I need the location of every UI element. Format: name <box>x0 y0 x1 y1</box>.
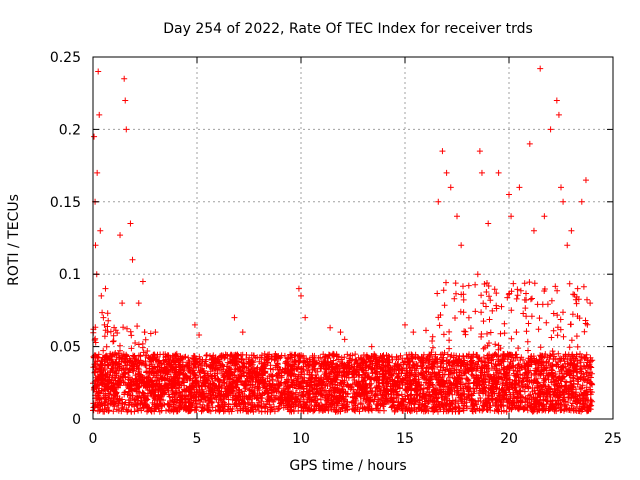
chart-title: Day 254 of 2022, Rate Of TEC Index for r… <box>163 21 533 37</box>
y-tick-label: 0 <box>72 412 81 428</box>
data-point <box>196 332 203 339</box>
data-point <box>129 256 136 263</box>
data-point <box>530 227 537 234</box>
grid-lines <box>93 57 613 419</box>
y-tick-label: 0.1 <box>59 267 81 283</box>
x-tick-label: 15 <box>396 431 414 447</box>
data-point <box>495 169 502 176</box>
data-point <box>526 140 533 147</box>
data-point <box>474 271 481 278</box>
x-axis: 0 5 10 15 20 25 <box>89 57 622 447</box>
data-point <box>508 213 515 220</box>
data-point <box>97 227 104 234</box>
data-point <box>553 97 560 104</box>
x-tick-label: 10 <box>292 431 310 447</box>
data-point <box>327 324 334 331</box>
data-point <box>298 292 304 299</box>
x-tick-label: 25 <box>604 431 622 447</box>
y-tick-label: 0.15 <box>50 195 81 211</box>
dense-point-band <box>90 279 596 415</box>
data-point <box>410 329 417 336</box>
data-point <box>574 285 581 292</box>
data-point <box>337 329 344 336</box>
data-point <box>541 213 548 220</box>
data-point <box>558 184 564 191</box>
y-axis-label: ROTI / TECUs <box>6 194 22 286</box>
data-point <box>402 321 408 328</box>
data-point <box>102 285 109 292</box>
data-point <box>98 292 105 299</box>
data-point <box>447 184 454 191</box>
data-point <box>555 111 562 118</box>
data-point <box>95 68 102 75</box>
data-point <box>104 329 111 336</box>
data-point <box>454 213 460 220</box>
data-point <box>295 285 302 292</box>
x-tick-label: 5 <box>193 431 202 447</box>
plot-frame <box>92 56 614 420</box>
data-point <box>587 300 594 307</box>
data-point <box>91 133 98 140</box>
x-tick-label: 0 <box>89 431 98 447</box>
data-point <box>478 169 485 176</box>
data-point <box>568 227 575 234</box>
y-axis: 0 0.05 0.1 0.15 0.2 0.25 <box>50 50 613 428</box>
data-point <box>302 314 309 321</box>
data-point <box>139 278 146 285</box>
data-point <box>547 126 554 133</box>
y-tick-label: 0.25 <box>50 50 81 66</box>
y-tick-label: 0.2 <box>59 122 81 138</box>
data-point <box>443 169 450 176</box>
data-point <box>94 169 101 176</box>
data-point <box>117 232 124 239</box>
data-point <box>101 321 108 328</box>
data-point <box>239 329 246 336</box>
data-point <box>122 97 129 104</box>
data-point <box>135 300 142 307</box>
data-point <box>458 242 465 249</box>
data-point <box>231 314 238 321</box>
data-point <box>578 198 585 205</box>
data-point <box>560 198 567 205</box>
data-point <box>368 343 375 350</box>
data-points <box>90 65 596 415</box>
data-point <box>119 300 126 307</box>
data-point <box>100 314 107 321</box>
data-point <box>506 191 512 198</box>
data-point <box>537 65 544 72</box>
x-tick-label: 20 <box>500 431 518 447</box>
data-point <box>121 75 128 82</box>
x-axis-label: GPS time / hours <box>289 458 406 474</box>
data-point <box>439 148 446 155</box>
data-point <box>152 329 159 336</box>
data-point <box>127 220 134 227</box>
data-point <box>476 148 483 155</box>
data-point <box>341 336 348 343</box>
data-point <box>516 184 523 191</box>
data-point <box>435 198 442 205</box>
y-tick-label: 0.05 <box>50 340 81 356</box>
data-point <box>96 111 103 118</box>
data-point <box>191 321 198 328</box>
data-point <box>485 220 492 227</box>
data-point <box>582 177 589 184</box>
data-point <box>123 126 130 133</box>
data-point <box>564 242 571 249</box>
